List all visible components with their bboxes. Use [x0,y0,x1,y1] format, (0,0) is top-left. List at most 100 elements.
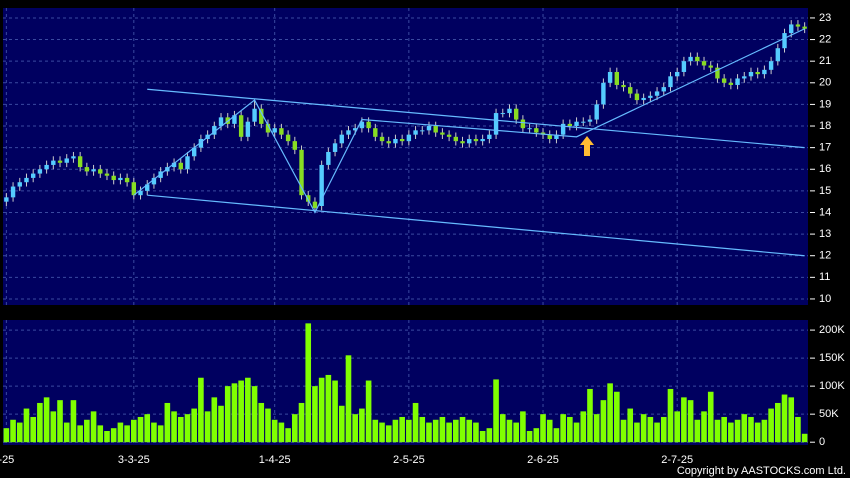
volume-bar [533,428,540,443]
candle-body [782,33,787,49]
volume-bar [734,419,741,443]
candle-body [238,115,244,137]
volume-bar [748,416,754,443]
candle-body [681,61,687,72]
candle-body [661,87,666,92]
candle-body [111,175,116,181]
volume-tick-label: 100K [819,380,845,392]
volume-bar [560,414,566,443]
candle-body [218,117,224,127]
candle-body [118,177,123,181]
volume-bar [224,386,231,443]
candle-body [245,121,251,137]
candle-body [534,128,539,133]
volume-bar [10,419,16,443]
volume-bar [338,405,345,443]
volume-bar [144,414,151,443]
candle-body [30,173,36,178]
candle-body [715,67,720,79]
candle-body [319,164,324,206]
volume-tick-label: 50K [819,408,839,420]
trendline [133,28,805,214]
volume-bar [312,386,318,443]
candle-body [654,91,660,96]
volume-bar [191,408,197,443]
volume-bar [546,419,553,443]
candle-body [232,115,237,124]
candle-body [493,113,499,135]
volume-bar [43,397,50,443]
x-tick-label: -25 [0,454,14,466]
candle-body [607,71,613,83]
candle-body [373,128,378,137]
volume-bar [614,391,620,443]
volume-bar [177,416,184,443]
candle-body [306,195,311,202]
candle-body [674,71,680,77]
volume-bar [124,425,130,443]
candle-body [802,26,807,29]
volume-bar [258,402,265,443]
candle-body [326,151,331,165]
volume-bar [607,383,613,443]
y-tick-label: 11 [819,271,830,283]
candle-body [98,169,103,174]
volume-bar [667,388,674,443]
candle-body [587,119,593,122]
candle-body [138,190,143,196]
volume-bar [741,414,748,443]
candle-body [178,162,183,170]
candle-body [71,156,76,159]
volume-bar [714,419,721,443]
volume-bar [466,419,473,443]
trendline [147,88,805,149]
candle-body [332,143,338,152]
volume-bar [432,419,439,443]
candle-body [487,134,492,139]
candle-body [513,108,519,120]
volume-bar [600,400,607,443]
volume-bar [104,430,110,443]
volume-bar [707,391,714,443]
candle-body [500,113,505,115]
y-tick-label: 12 [819,250,831,262]
volume-bar [271,419,278,443]
volume-bar [298,402,305,443]
candle-body [37,169,43,174]
candle-body [614,71,620,85]
volume-bar [426,422,432,443]
candle-body [547,134,552,139]
candle-body [359,121,365,129]
candle-body [265,123,271,133]
volume-bar [499,414,506,443]
candle-body [520,119,526,129]
y-tick-label: 23 [819,12,831,24]
volume-bar [513,422,519,443]
candle-body [57,160,63,163]
volume-tick-label: 200K [819,324,845,336]
candle-body [352,128,358,131]
volume-bar [292,414,298,443]
volume-panel [3,320,808,445]
candle-body [299,149,304,196]
volume-bar [265,408,271,443]
volume-bar [198,377,204,443]
candle-body [446,134,452,137]
volume-bar [57,400,63,443]
x-tick-label: 2-6-25 [527,454,559,466]
candle-body [51,160,56,165]
volume-bar [84,419,90,443]
volume-bar [332,380,338,443]
plot-layer: 10 11 12 13 14 15 16 17 18 19 20 21 22 23 0 50K 100K 150K… [0,8,845,466]
candle-body [768,61,774,70]
y-tick-label: 17 [819,142,831,154]
candle-body [339,134,344,144]
candle-body [775,48,781,62]
candle-body [212,126,217,135]
candle-body [648,95,653,98]
volume-bar [50,411,57,443]
volume-bar [70,400,77,443]
volume-bar [419,416,426,443]
volume-bar [634,422,640,443]
